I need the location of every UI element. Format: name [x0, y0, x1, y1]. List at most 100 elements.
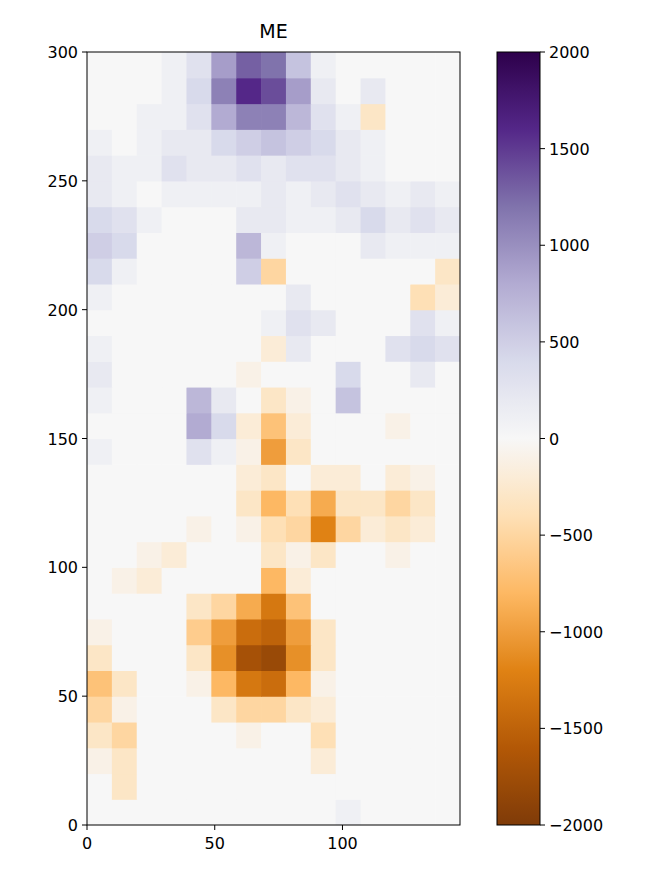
- y-tick-label: 200: [47, 301, 78, 320]
- cell: [361, 104, 386, 130]
- cell: [261, 52, 286, 78]
- cell: [87, 232, 112, 258]
- cell: [236, 645, 261, 671]
- cell: [137, 439, 162, 465]
- cell: [87, 207, 112, 233]
- cell: [361, 645, 386, 671]
- cell: [361, 207, 386, 233]
- cell: [385, 722, 410, 748]
- colorbar-tick: [540, 245, 545, 246]
- cell: [311, 773, 336, 799]
- cell: [435, 129, 460, 155]
- cell: [336, 335, 361, 361]
- colorbar-tick: [540, 341, 545, 342]
- cell: [162, 464, 187, 490]
- cell: [186, 181, 211, 207]
- cell: [112, 155, 137, 181]
- cell: [162, 593, 187, 619]
- cell: [311, 439, 336, 465]
- cell: [211, 748, 236, 774]
- cell: [286, 207, 311, 233]
- cell: [385, 155, 410, 181]
- colorbar-tick-label: 1500: [549, 140, 590, 159]
- cell: [87, 696, 112, 722]
- cell: [236, 542, 261, 568]
- cell: [137, 567, 162, 593]
- cell: [162, 155, 187, 181]
- cell: [211, 361, 236, 387]
- cell: [361, 310, 386, 336]
- cell: [410, 104, 435, 130]
- cell: [311, 593, 336, 619]
- colorbar-tick: [540, 631, 545, 632]
- colorbar-tick: [540, 52, 545, 53]
- cell: [385, 413, 410, 439]
- cell: [410, 284, 435, 310]
- cell: [410, 258, 435, 284]
- cell: [435, 567, 460, 593]
- cell: [261, 258, 286, 284]
- cell: [87, 773, 112, 799]
- cell: [236, 181, 261, 207]
- cell: [410, 52, 435, 78]
- cell: [361, 619, 386, 645]
- cell: [137, 619, 162, 645]
- cell: [112, 413, 137, 439]
- cell: [435, 258, 460, 284]
- cell: [361, 232, 386, 258]
- cell: [361, 284, 386, 310]
- cell: [410, 542, 435, 568]
- cell: [311, 284, 336, 310]
- cell: [137, 645, 162, 671]
- cell: [361, 696, 386, 722]
- cell: [112, 104, 137, 130]
- cell: [435, 516, 460, 542]
- cell: [162, 645, 187, 671]
- cell: [162, 52, 187, 78]
- cell: [236, 258, 261, 284]
- cell: [336, 129, 361, 155]
- chart: 050100050100150200250300ME−2000−1500−100…: [0, 0, 646, 871]
- cell: [236, 748, 261, 774]
- cell: [311, 361, 336, 387]
- cell: [286, 284, 311, 310]
- cell: [112, 748, 137, 774]
- cell: [162, 258, 187, 284]
- cell: [211, 490, 236, 516]
- cell: [385, 773, 410, 799]
- cell: [336, 773, 361, 799]
- cell: [162, 387, 187, 413]
- cell: [410, 593, 435, 619]
- cell: [361, 464, 386, 490]
- cell: [186, 335, 211, 361]
- cell: [361, 258, 386, 284]
- cell: [87, 645, 112, 671]
- cell: [336, 52, 361, 78]
- cell: [435, 335, 460, 361]
- colorbar-tick: [540, 728, 545, 729]
- cell: [112, 464, 137, 490]
- cell: [286, 335, 311, 361]
- cell: [311, 619, 336, 645]
- cell: [211, 104, 236, 130]
- cell: [162, 567, 187, 593]
- cell: [286, 155, 311, 181]
- cell: [211, 155, 236, 181]
- cell: [385, 439, 410, 465]
- plot-frame: [87, 52, 460, 825]
- cell: [311, 464, 336, 490]
- cell: [186, 78, 211, 104]
- x-tick-label: 0: [82, 834, 92, 853]
- cell: [385, 104, 410, 130]
- cell: [162, 490, 187, 516]
- cell: [435, 748, 460, 774]
- cell: [361, 155, 386, 181]
- cell: [286, 722, 311, 748]
- cell: [162, 413, 187, 439]
- cell: [410, 619, 435, 645]
- cell: [211, 593, 236, 619]
- cell: [336, 232, 361, 258]
- cell: [336, 516, 361, 542]
- cell: [87, 413, 112, 439]
- cell: [435, 181, 460, 207]
